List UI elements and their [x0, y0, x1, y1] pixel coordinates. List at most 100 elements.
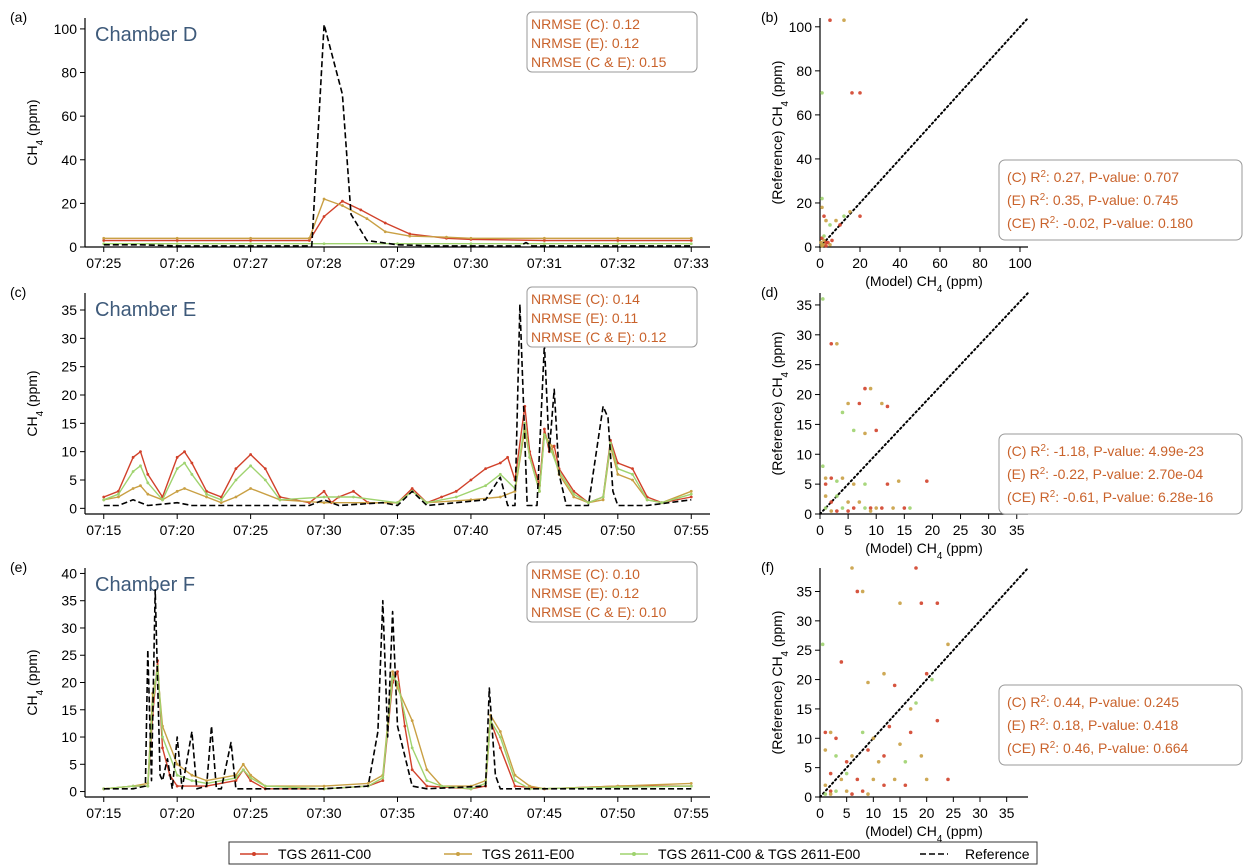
- scatter-point-c: [830, 238, 834, 243]
- scatter-point-c: [835, 509, 839, 513]
- series-point-ce: [587, 501, 590, 505]
- series-point-e: [550, 444, 554, 448]
- scatter-point-e: [823, 783, 828, 788]
- scatter-point-c: [838, 223, 842, 227]
- x-tick-label: 07:25: [233, 805, 268, 821]
- series-point-ce: [645, 498, 649, 502]
- x-tick-label: 15: [892, 805, 908, 821]
- series-point-c: [219, 495, 223, 499]
- legend: TGS 2611-C00 TGS 2611-E00 TGS 2611-C00 & T…: [228, 841, 1038, 865]
- series-point-e: [689, 489, 693, 493]
- scatter-point-e: [834, 218, 838, 223]
- scatter-point-e: [874, 506, 879, 510]
- y-tick-label: 15: [61, 415, 77, 431]
- scatter-point-e: [823, 494, 828, 498]
- series-point-e: [146, 492, 150, 496]
- series-point-c: [542, 239, 546, 242]
- scatter-point-e: [846, 401, 850, 406]
- series-point-ce: [425, 501, 429, 505]
- scatter-point-c: [839, 660, 844, 664]
- scatter-point-c: [846, 509, 850, 513]
- x-tick-label: 100: [1008, 255, 1032, 271]
- series-point-c: [425, 784, 429, 788]
- series-point-e: [234, 495, 238, 499]
- scatter-point-c: [822, 214, 826, 218]
- series-point-c: [322, 489, 326, 493]
- x-axis-label: (Model) CH4 (ppm): [865, 823, 983, 845]
- x-tick-label: 07:40: [453, 522, 488, 538]
- scatter-point-c: [946, 777, 950, 782]
- scatter-point-c: [919, 601, 924, 606]
- scatter-point-e: [896, 479, 901, 483]
- series-point-e: [513, 489, 517, 493]
- x-tick-label: 07:50: [600, 805, 635, 821]
- series-point-c: [689, 239, 693, 242]
- y-axis-label: (Reference) CH4 (ppm): [769, 61, 791, 205]
- series-point-ce: [391, 675, 395, 679]
- scatter-point-e: [876, 759, 881, 764]
- x-tick-label: 07:25: [86, 255, 121, 271]
- series-point-e: [307, 236, 311, 240]
- scatter-point-e: [898, 742, 902, 746]
- series-point-c: [440, 495, 443, 499]
- series-point-ce: [550, 450, 554, 454]
- series-point-c: [146, 472, 150, 476]
- scatter-point-c: [914, 566, 918, 570]
- scatter-point-e: [860, 589, 865, 594]
- series-point-c: [249, 779, 253, 783]
- scatter-point-c: [908, 730, 913, 735]
- scatter-point-e: [846, 500, 850, 504]
- scatter-point-c: [902, 506, 907, 510]
- series-point-e: [117, 495, 120, 499]
- scatter-point-e: [880, 401, 884, 406]
- scatter-point-c: [924, 671, 929, 676]
- panel-label: (c): [10, 284, 26, 300]
- scatter-point-e: [871, 777, 876, 782]
- x-tick-label: 0: [816, 805, 824, 821]
- series-point-ce: [631, 472, 634, 476]
- stats-box: [998, 684, 1243, 766]
- series-point-e: [631, 478, 634, 482]
- series-point-c: [410, 768, 414, 772]
- series-point-e: [365, 217, 369, 221]
- scatter-point-c: [829, 341, 834, 346]
- series-point-ce: [161, 498, 164, 502]
- scatter-point-e: [851, 482, 856, 486]
- stats-text: (CE) R2: 0.46, P-value: 0.664: [1007, 740, 1189, 757]
- series-point-c: [498, 746, 502, 750]
- scatter-point-c: [903, 783, 908, 788]
- series-point-c: [263, 467, 267, 471]
- series-point-e: [175, 762, 179, 766]
- y-tick-label: 35: [796, 583, 812, 599]
- y-tick-label: 80: [61, 65, 77, 81]
- legend-label-e: TGS 2611-E00: [482, 846, 575, 862]
- series-point-ce: [249, 776, 253, 780]
- scatter-point-e: [919, 754, 924, 758]
- series-point-e: [249, 773, 253, 777]
- y-tick-label: 40: [61, 152, 77, 168]
- y-tick-label: 0: [69, 784, 77, 800]
- scatter-point-e: [866, 792, 870, 796]
- nrmse-text: NRMSE (E): 0.12: [531, 585, 639, 601]
- x-tick-label: 07:55: [674, 522, 709, 538]
- series-point-e: [445, 235, 448, 239]
- y-tick-label: 35: [61, 302, 77, 318]
- series-point-c: [616, 461, 620, 465]
- series-point-e: [616, 236, 620, 240]
- series-point-c: [341, 199, 344, 203]
- series-point-ce: [219, 498, 223, 502]
- scatter-point-ce: [851, 428, 856, 433]
- series-point-ce: [609, 441, 612, 445]
- series-point-e: [341, 204, 344, 207]
- scatter-point-c: [828, 18, 832, 23]
- scatter-point-e: [820, 244, 824, 248]
- legend-label-c: TGS 2611-C00: [278, 846, 371, 862]
- series-point-e: [498, 495, 502, 499]
- series-point-ce: [205, 492, 208, 496]
- scatter-point-e: [820, 205, 824, 210]
- legend-label-ref: Reference: [965, 846, 1030, 862]
- series-point-ce: [263, 478, 267, 482]
- x-tick-label: 20: [852, 255, 868, 271]
- scatter-point-e: [842, 18, 846, 23]
- scatter-point-c: [844, 759, 849, 764]
